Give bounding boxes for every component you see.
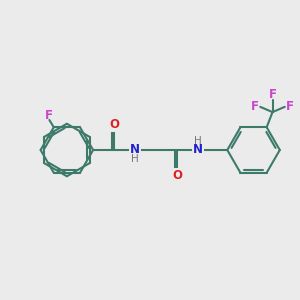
Text: N: N [130,143,140,157]
Text: H: H [194,136,202,146]
Text: O: O [109,118,119,131]
Text: F: F [44,109,52,122]
Text: O: O [172,169,182,182]
Text: F: F [268,88,277,101]
Text: N: N [193,143,203,157]
Text: H: H [131,154,139,164]
Text: F: F [286,100,294,113]
Text: F: F [251,100,259,113]
